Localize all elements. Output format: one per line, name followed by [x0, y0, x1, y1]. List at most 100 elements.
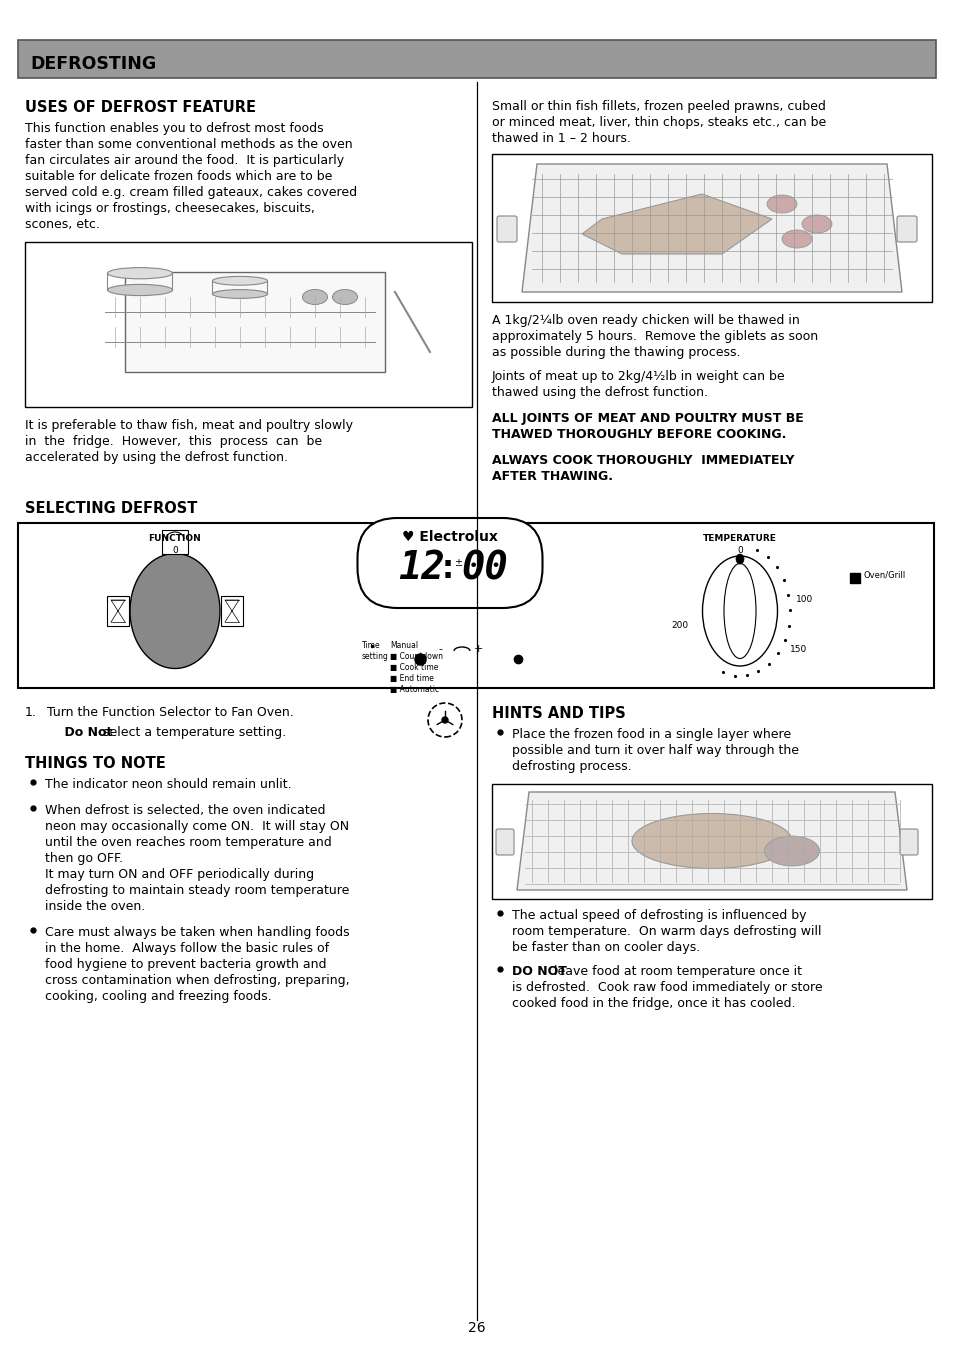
Text: in  the  fridge.  However,  this  process  can  be: in the fridge. However, this process can…	[25, 435, 322, 449]
Text: possible and turn it over half way through the: possible and turn it over half way throu…	[512, 744, 799, 757]
Text: is defrosted.  Cook raw food immediately or store: is defrosted. Cook raw food immediately …	[512, 981, 821, 994]
Text: DO NOT: DO NOT	[512, 965, 566, 978]
FancyBboxPatch shape	[357, 517, 542, 608]
Bar	[362, 570, 537, 600]
Text: or minced meat, liver, thin chops, steaks etc., can be: or minced meat, liver, thin chops, steak…	[492, 116, 825, 128]
Text: It may turn ON and OFF periodically during: It may turn ON and OFF periodically duri…	[45, 867, 314, 881]
Text: Do Not: Do Not	[47, 725, 112, 739]
Text: 12: 12	[397, 549, 444, 586]
Text: as possible during the thawing process.: as possible during the thawing process.	[492, 346, 740, 359]
Polygon shape	[517, 792, 906, 890]
Text: approximately 5 hours.  Remove the giblets as soon: approximately 5 hours. Remove the giblet…	[492, 330, 818, 343]
Ellipse shape	[801, 215, 831, 232]
Text: 0: 0	[737, 546, 742, 555]
Text: THINGS TO NOTE: THINGS TO NOTE	[25, 757, 166, 771]
FancyBboxPatch shape	[107, 596, 129, 626]
Text: 26: 26	[468, 1321, 485, 1335]
Text: 200: 200	[670, 621, 687, 631]
Bar	[492, 154, 931, 303]
Text: food hygiene to prevent bacteria growth and: food hygiene to prevent bacteria growth …	[45, 958, 326, 971]
Bar	[18, 41, 935, 78]
Text: USES OF DEFROST FEATURE: USES OF DEFROST FEATURE	[25, 100, 255, 115]
Text: until the oven reaches room temperature and: until the oven reaches room temperature …	[45, 836, 332, 848]
Text: select a temperature setting.: select a temperature setting.	[99, 725, 286, 739]
Text: fan circulates air around the food.  It is particularly: fan circulates air around the food. It i…	[25, 154, 344, 168]
Text: 1.: 1.	[25, 707, 37, 719]
Ellipse shape	[130, 554, 220, 669]
Circle shape	[441, 717, 448, 723]
Bar	[492, 784, 931, 898]
Ellipse shape	[428, 703, 461, 738]
Text: faster than some conventional methods as the oven: faster than some conventional methods as…	[25, 138, 353, 151]
Text: with icings or frostings, cheesecakes, biscuits,: with icings or frostings, cheesecakes, b…	[25, 203, 314, 215]
Text: :: :	[437, 551, 457, 585]
FancyBboxPatch shape	[496, 830, 514, 855]
Text: cooked food in the fridge, once it has cooled.: cooked food in the fridge, once it has c…	[512, 997, 795, 1011]
Text: thawed using the defrost function.: thawed using the defrost function.	[492, 386, 707, 399]
Text: It is preferable to thaw fish, meat and poultry slowly: It is preferable to thaw fish, meat and …	[25, 419, 353, 432]
Text: accelerated by using the defrost function.: accelerated by using the defrost functio…	[25, 451, 288, 463]
Ellipse shape	[781, 230, 811, 249]
Text: When defrost is selected, the oven indicated: When defrost is selected, the oven indic…	[45, 804, 325, 817]
Text: +: +	[473, 644, 482, 654]
Text: The indicator neon should remain unlit.: The indicator neon should remain unlit.	[45, 778, 292, 790]
Text: in the home.  Always follow the basic rules of: in the home. Always follow the basic rul…	[45, 942, 329, 955]
Text: Turn the Function Selector to Fan Oven.: Turn the Function Selector to Fan Oven.	[47, 707, 294, 719]
Text: ±: ±	[454, 558, 461, 567]
Text: Time
setting: Time setting	[361, 640, 389, 661]
Text: The actual speed of defrosting is influenced by: The actual speed of defrosting is influe…	[512, 909, 805, 921]
FancyBboxPatch shape	[896, 216, 916, 242]
FancyBboxPatch shape	[162, 530, 188, 554]
Text: room temperature.  On warm days defrosting will: room temperature. On warm days defrostin…	[512, 925, 821, 938]
Polygon shape	[581, 195, 771, 254]
Ellipse shape	[701, 557, 777, 666]
Text: neon may occasionally come ON.  It will stay ON: neon may occasionally come ON. It will s…	[45, 820, 349, 834]
Text: ♥ Electrolux: ♥ Electrolux	[401, 530, 497, 544]
Ellipse shape	[763, 836, 819, 866]
Ellipse shape	[108, 267, 172, 278]
Text: Joints of meat up to 2kg/4½lb in weight can be: Joints of meat up to 2kg/4½lb in weight …	[492, 370, 785, 382]
Text: then go OFF.: then go OFF.	[45, 852, 123, 865]
Ellipse shape	[302, 289, 327, 304]
Polygon shape	[521, 163, 901, 292]
Text: suitable for delicate frozen foods which are to be: suitable for delicate frozen foods which…	[25, 170, 332, 182]
Text: 0: 0	[172, 546, 177, 555]
Text: cross contamination when defrosting, preparing,: cross contamination when defrosting, pre…	[45, 974, 349, 988]
FancyBboxPatch shape	[125, 272, 385, 372]
Text: leave food at room temperature once it: leave food at room temperature once it	[550, 965, 801, 978]
Ellipse shape	[735, 554, 743, 563]
Ellipse shape	[213, 289, 267, 299]
Text: defrosting process.: defrosting process.	[512, 761, 631, 773]
Text: 100: 100	[795, 594, 812, 604]
Text: 00: 00	[461, 549, 508, 586]
Text: Care must always be taken when handling foods: Care must always be taken when handling …	[45, 925, 349, 939]
Text: FUNCTION: FUNCTION	[149, 534, 201, 543]
Ellipse shape	[766, 195, 796, 213]
Ellipse shape	[723, 563, 755, 658]
Text: Place the frozen food in a single layer where: Place the frozen food in a single layer …	[512, 728, 790, 740]
Text: This function enables you to defrost most foods: This function enables you to defrost mos…	[25, 122, 323, 135]
FancyBboxPatch shape	[497, 216, 517, 242]
Text: cooking, cooling and freezing foods.: cooking, cooling and freezing foods.	[45, 990, 272, 1002]
Text: -: -	[437, 644, 441, 654]
Ellipse shape	[333, 289, 357, 304]
Text: defrosting to maintain steady room temperature: defrosting to maintain steady room tempe…	[45, 884, 349, 897]
Ellipse shape	[213, 277, 267, 285]
Text: scones, etc.: scones, etc.	[25, 218, 100, 231]
Text: A 1kg/2¼lb oven ready chicken will be thawed in: A 1kg/2¼lb oven ready chicken will be th…	[492, 313, 799, 327]
Text: 150: 150	[789, 644, 806, 654]
Text: inside the oven.: inside the oven.	[45, 900, 145, 913]
Text: ALWAYS COOK THOROUGHLY  IMMEDIATELY: ALWAYS COOK THOROUGHLY IMMEDIATELY	[492, 454, 794, 467]
Text: be faster than on cooler days.: be faster than on cooler days.	[512, 942, 700, 954]
Text: ALL JOINTS OF MEAT AND POULTRY MUST BE: ALL JOINTS OF MEAT AND POULTRY MUST BE	[492, 412, 803, 426]
Text: Small or thin fish fillets, frozen peeled prawns, cubed: Small or thin fish fillets, frozen peele…	[492, 100, 825, 113]
Ellipse shape	[631, 813, 791, 869]
FancyBboxPatch shape	[899, 830, 917, 855]
Bar	[25, 242, 472, 407]
Text: THAWED THOROUGHLY BEFORE COOKING.: THAWED THOROUGHLY BEFORE COOKING.	[492, 428, 785, 440]
Text: SELECTING DEFROST: SELECTING DEFROST	[25, 501, 197, 516]
Text: served cold e.g. cream filled gateaux, cakes covered: served cold e.g. cream filled gateaux, c…	[25, 186, 356, 199]
Text: Manual
■ Countdown
■ Cook time
■ End time
■ Automatic: Manual ■ Countdown ■ Cook time ■ End tim…	[390, 640, 442, 694]
Text: HINTS AND TIPS: HINTS AND TIPS	[492, 707, 625, 721]
Ellipse shape	[108, 285, 172, 296]
